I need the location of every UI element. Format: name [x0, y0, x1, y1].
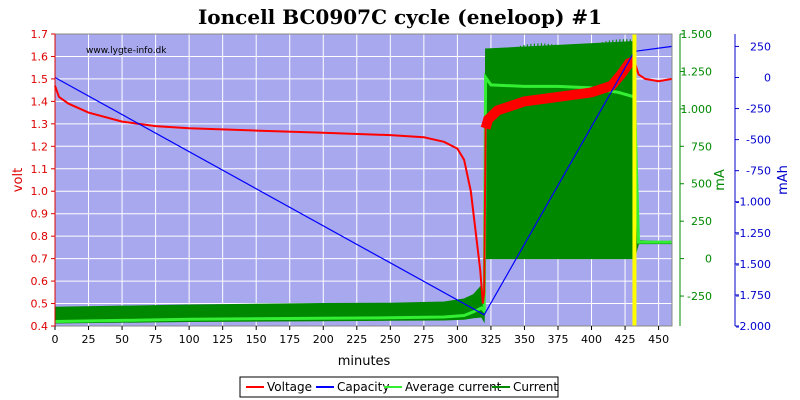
y-tick-label-voltage: 0.4	[31, 320, 49, 333]
y-tick-label-voltage: 0.5	[31, 298, 49, 311]
x-tick-label: 175	[279, 333, 300, 346]
y-tick-label-voltage: 0.8	[31, 230, 49, 243]
plot-area	[54, 33, 673, 327]
x-axis-label: minutes	[338, 354, 391, 369]
x-tick-label: 425	[615, 333, 636, 346]
series-capacity	[54, 45, 673, 316]
x-tick-label: 250	[380, 333, 401, 346]
chart-title: Ioncell BC0907C cycle (eneloop) #1	[198, 5, 602, 29]
y-tick-label-current: 0	[705, 253, 712, 266]
y-tick-label-voltage: 1.4	[31, 95, 49, 108]
watermark: www.lygte-info.dk	[86, 46, 167, 56]
y-tick-label-current: 1.250	[681, 65, 713, 78]
axes: 0 25 50 75 100 125 150 175 200 225 250 275 300 325 350…	[11, 28, 791, 346]
x-tick-label: 50	[115, 333, 129, 346]
y-tick-label-capacity: -500	[746, 134, 771, 147]
legend-item-label: Average current	[405, 380, 502, 394]
y-tick-label-voltage: 0.9	[31, 208, 49, 221]
x-tick-label: 75	[149, 333, 163, 346]
y-tick-label-current: 1.500	[681, 28, 713, 41]
y-tick-label-current: 250	[691, 215, 712, 228]
x-tick-label: 375	[547, 333, 568, 346]
legend-item-label: Current	[513, 380, 558, 394]
x-tick-label: 325	[480, 333, 501, 346]
y-axis-label-voltage: volt	[11, 168, 26, 192]
y-tick-label-voltage: 1.6	[31, 50, 49, 63]
y-axis-label-capacity: mAh	[776, 165, 791, 195]
y-tick-label-current: 750	[691, 140, 712, 153]
y-tick-label-capacity: -1.000	[736, 196, 771, 209]
x-tick-label: 125	[212, 333, 233, 346]
legend: Voltage Capacity Average current Current	[239, 376, 559, 398]
y-tick-label-voltage: 1.2	[31, 140, 49, 153]
y-tick-label-voltage: 1.1	[31, 163, 49, 176]
y-tick-label-voltage: 1.3	[31, 118, 49, 131]
x-tick-label: 100	[179, 333, 200, 346]
y-tick-label-voltage: 1.7	[31, 28, 49, 41]
x-tick-label: 275	[413, 333, 434, 346]
y-tick-label-voltage: 1.0	[31, 185, 49, 198]
x-tick-label: 0	[52, 333, 59, 346]
y-tick-label-voltage: 0.7	[31, 253, 49, 266]
x-tick-label: 200	[313, 333, 334, 346]
y-tick-label-capacity: 0	[764, 71, 771, 84]
y-tick-label-capacity: 250	[750, 40, 771, 53]
y-tick-label-voltage: 0.6	[31, 275, 49, 288]
x-tick-label: 300	[447, 333, 468, 346]
x-tick-label: 25	[82, 333, 96, 346]
y-tick-label-capacity: -1.750	[736, 289, 771, 302]
y-tick-label-capacity: -2.000	[736, 320, 771, 333]
x-tick-label: 350	[514, 333, 535, 346]
x-tick-label: 150	[246, 333, 267, 346]
x-tick-label: 450	[648, 333, 669, 346]
y-tick-label-current: 500	[691, 178, 712, 191]
legend-item-label: Capacity	[337, 380, 389, 394]
x-tick-label: 225	[346, 333, 367, 346]
y-tick-label-current: -250	[687, 290, 712, 303]
y-tick-label-capacity: -250	[746, 103, 771, 116]
y-axis-label-current: mA	[713, 169, 728, 191]
y-tick-label-current: 1.000	[681, 103, 713, 116]
y-tick-label-capacity: -750	[746, 165, 771, 178]
legend-item-label: Voltage	[267, 380, 312, 394]
y-tick-label-capacity: -1.500	[736, 258, 771, 271]
y-tick-label-capacity: -1.250	[736, 227, 771, 240]
y-tick-label-voltage: 1.5	[31, 73, 49, 86]
x-tick-label: 400	[581, 333, 602, 346]
